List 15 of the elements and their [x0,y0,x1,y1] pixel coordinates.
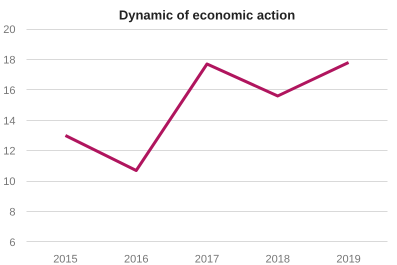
y-tick-label: 8 [9,206,16,219]
x-tick-label: 2015 [53,254,78,265]
y-tick-label: 18 [3,54,16,66]
y-tick-label: 6 [9,236,16,249]
x-tick-label: 2017 [194,254,220,265]
chart-title: Dynamic of economic action [118,8,296,22]
x-tick-label: 2018 [266,254,290,265]
y-tick-label: 16 [3,84,16,97]
x-tick-label: 2019 [336,254,361,265]
y-tick-label: 12 [3,146,16,158]
line-series [64,60,350,172]
x-tick-label: 2016 [124,254,148,265]
y-tick-label: 14 [3,115,16,128]
y-tick-label: 10 [3,176,16,188]
y-tick-label: 20 [3,24,16,36]
